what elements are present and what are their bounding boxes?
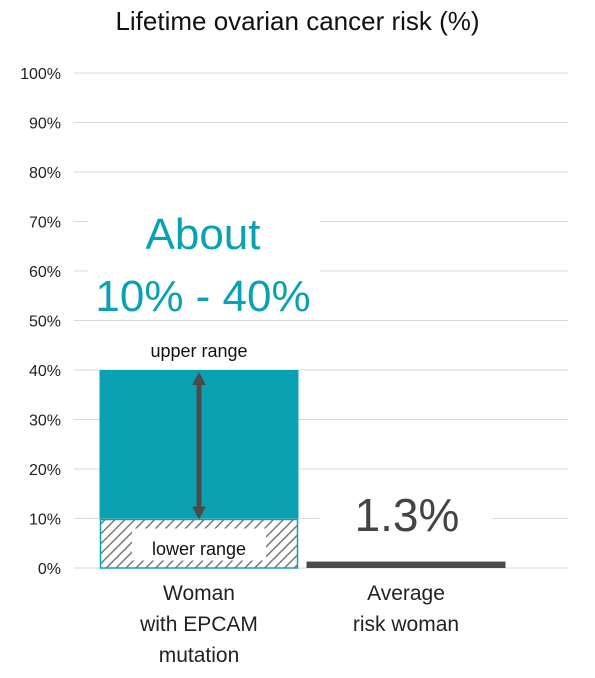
- y-tick-label: 80%: [29, 165, 61, 182]
- range-text-line-1: About: [146, 210, 261, 259]
- category-label: mutation: [159, 644, 240, 667]
- range-arrow-head-down: [192, 506, 206, 520]
- y-tick-label: 90%: [29, 116, 61, 133]
- category-label: Woman: [163, 582, 235, 605]
- y-tick-label: 70%: [29, 215, 61, 232]
- y-tick-label: 50%: [29, 314, 61, 331]
- y-tick-label: 40%: [29, 363, 61, 380]
- upper-range-label: upper range: [150, 341, 247, 361]
- range-text-line-2: 10% - 40%: [95, 272, 310, 321]
- y-tick-label: 0%: [38, 561, 61, 578]
- category-label: risk woman: [353, 613, 459, 636]
- y-tick-label: 100%: [20, 66, 61, 83]
- bar-average: [306, 561, 506, 568]
- lower-label-box: [132, 528, 266, 561]
- range-arrow-head-up: [192, 372, 206, 385]
- category-label: Average: [367, 582, 445, 605]
- category-label: with EPCAM: [139, 613, 258, 636]
- y-tick-label: 60%: [29, 264, 61, 281]
- range-text-box: [88, 207, 320, 319]
- average-text-box: [320, 483, 492, 553]
- y-tick-label: 30%: [29, 413, 61, 430]
- average-value-label: 1.3%: [355, 489, 460, 541]
- chart-title: Lifetime ovarian cancer risk (%): [115, 6, 480, 36]
- lower-range-label: lower range: [152, 539, 246, 559]
- y-tick-label: 10%: [29, 512, 61, 529]
- y-tick-label: 20%: [29, 462, 61, 479]
